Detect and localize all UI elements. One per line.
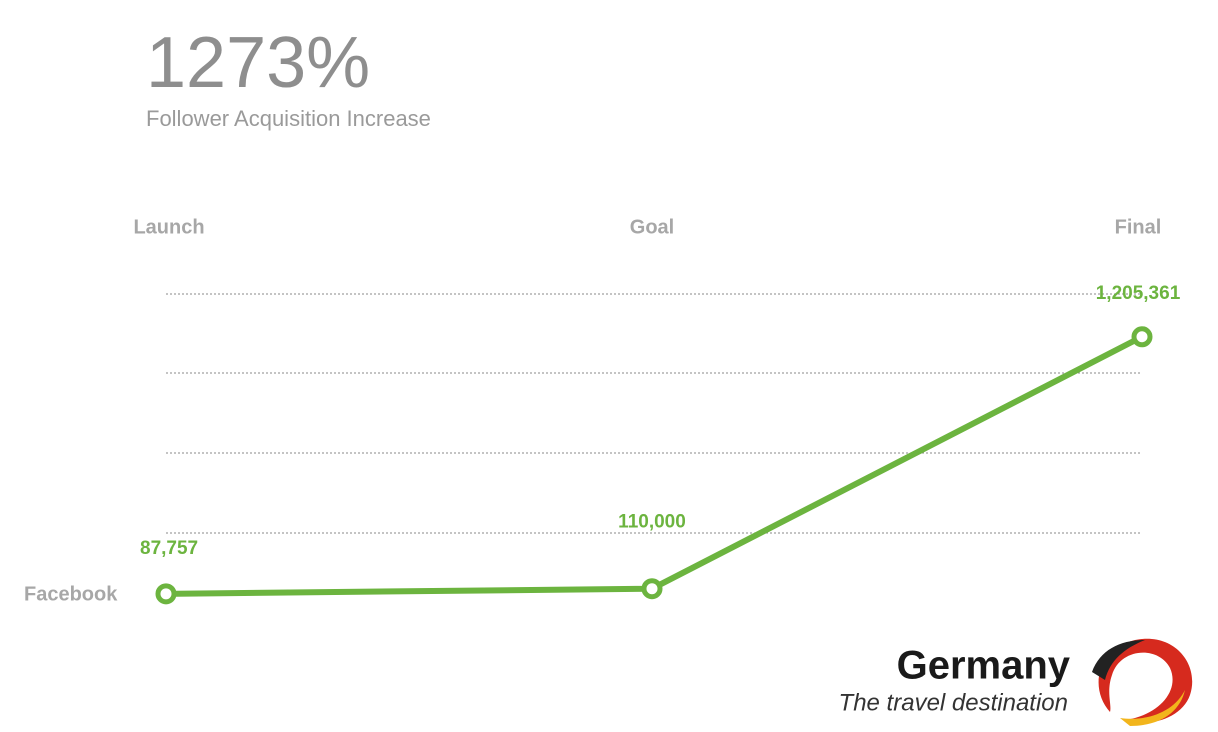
logo-swirl [1120, 690, 1185, 726]
x-tick-label: Goal [630, 216, 674, 238]
legend-label: Facebook [24, 583, 118, 605]
value-label: 110,000 [618, 512, 686, 533]
logo-name: Germany [897, 644, 1071, 688]
x-tick-label: Launch [133, 216, 204, 238]
series-line [165, 334, 1144, 597]
value-label: 1,205,361 [1096, 283, 1181, 304]
logo: Germany The travel destination [839, 638, 1193, 726]
value-label: 87,757 [140, 538, 198, 559]
subtitle: Follower Acquisition Increase [146, 106, 431, 131]
logo-swirl [1092, 640, 1145, 680]
data-point [155, 583, 177, 605]
grid [166, 293, 1142, 534]
headline: 1273% [146, 23, 370, 103]
x-tick-label: Final [1115, 216, 1162, 238]
data-point [641, 578, 663, 600]
logo-swirl [1098, 638, 1193, 723]
logo-tagline: The travel destination [839, 689, 1068, 716]
data-point [1131, 326, 1153, 348]
